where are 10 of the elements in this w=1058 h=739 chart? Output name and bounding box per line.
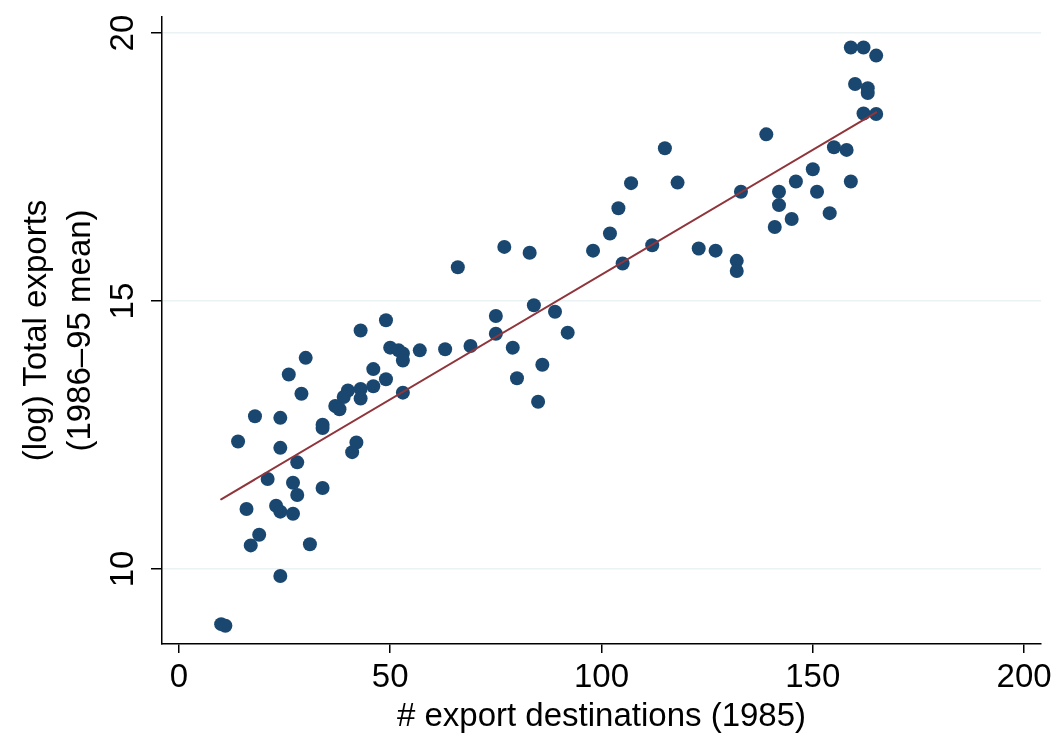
y-tick-label: 10 <box>103 550 140 588</box>
x-tick-label: 200 <box>996 656 1052 694</box>
x-tick-label: 150 <box>785 656 841 694</box>
x-tick-label: 100 <box>573 656 630 694</box>
x-tick-label: 0 <box>169 656 189 694</box>
y-tick-label: 20 <box>103 14 140 52</box>
y-axis-title: (log) Total exports (1986–95 mean) <box>15 199 98 462</box>
x-axis-title: # export destinations (1985) <box>396 696 807 734</box>
x-tick-label: 50 <box>371 656 409 694</box>
y-tick-label: 15 <box>103 282 140 320</box>
